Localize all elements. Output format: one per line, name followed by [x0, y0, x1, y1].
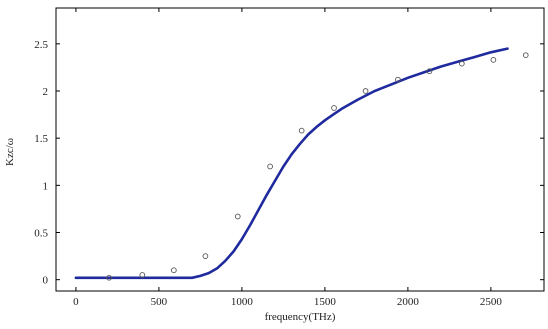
y-tick-label: 1.5: [34, 133, 48, 145]
series-layer: [74, 47, 529, 281]
y-axis-title: Kzc/ω: [4, 138, 16, 166]
data-point: [139, 272, 146, 278]
series-line-0: [74, 47, 509, 280]
data-point: [362, 88, 369, 94]
data-point: [202, 253, 209, 259]
x-tick-label: 500: [151, 296, 168, 308]
data-point: [331, 105, 337, 111]
data-point: [106, 274, 112, 281]
y-tick-label: 2.5: [34, 39, 48, 51]
data-point: [426, 68, 433, 75]
x-axis: 0 500 1000 1500 2000 2500: [73, 8, 502, 308]
y-tick-label: 1: [43, 180, 49, 192]
x-tick-label: 1000: [231, 296, 254, 308]
data-point: [458, 60, 465, 67]
data-point: [267, 163, 273, 170]
x-tick-label: 2000: [397, 296, 420, 308]
x-axis-title: frequency(THz): [265, 311, 336, 323]
data-point: [234, 213, 241, 220]
x-tick-label: 0: [73, 296, 79, 308]
y-tick-label: 0: [43, 275, 49, 287]
data-point: [298, 127, 305, 134]
y-axis: 0 0.5 1 1.5 2 2.5: [34, 39, 544, 287]
x-tick-label: 2500: [480, 296, 503, 308]
data-point: [522, 52, 529, 59]
y-tick-label: 2: [43, 86, 49, 98]
y-tick-label: 0.5: [34, 228, 48, 240]
data-point: [395, 76, 401, 83]
x-tick-label: 1500: [314, 296, 337, 308]
data-point: [171, 267, 177, 274]
data-point: [490, 57, 497, 63]
plot-frame: [55, 7, 545, 292]
